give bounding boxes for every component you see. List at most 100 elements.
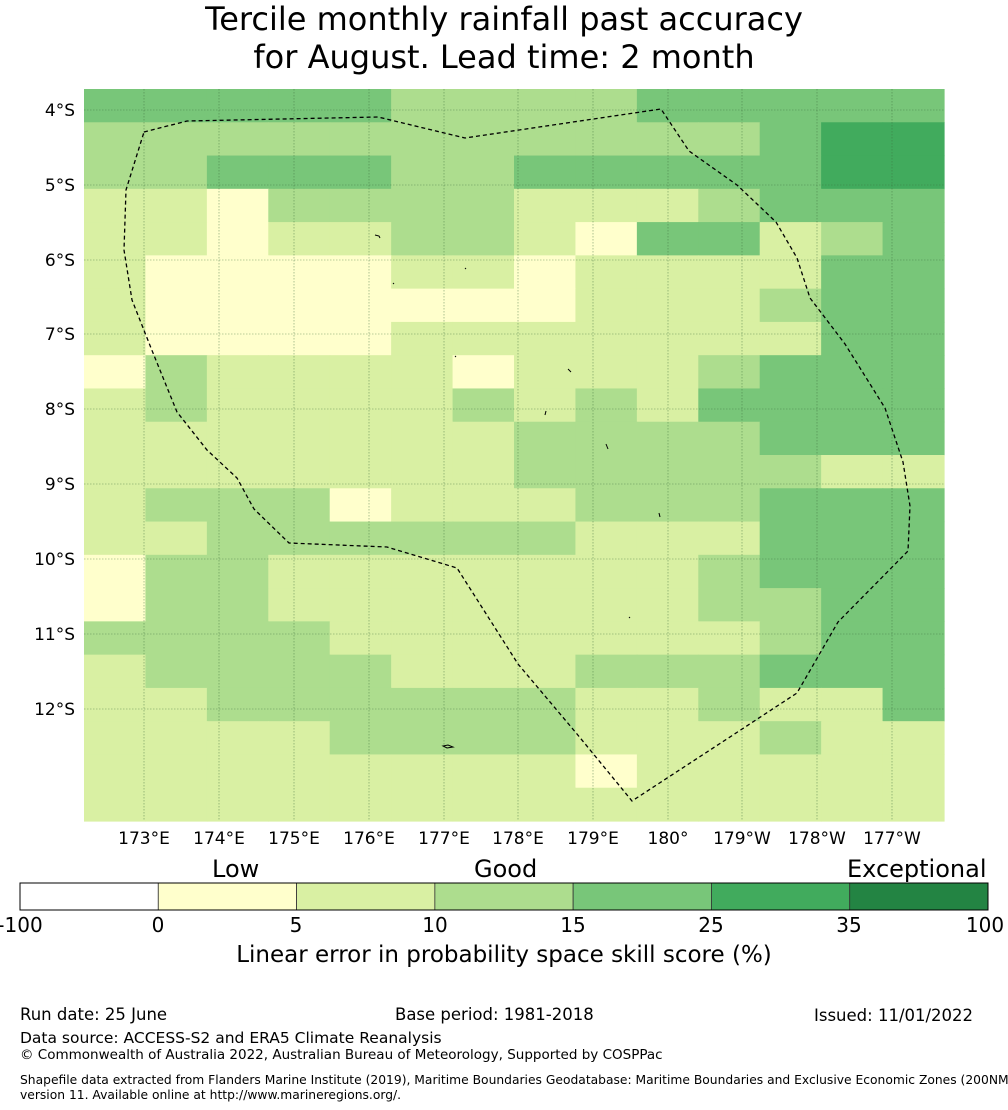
grid-cell	[145, 255, 208, 290]
grid-cell	[206, 521, 269, 556]
colorbar-swatch	[19, 882, 159, 911]
grid-cell	[514, 588, 577, 622]
latitude-label: 4°S	[45, 101, 75, 121]
grid-cell	[452, 255, 515, 290]
grid-cell	[84, 122, 147, 157]
longitude-label: 178°W	[788, 829, 846, 849]
grid-cell	[84, 654, 147, 689]
grid-cell	[882, 122, 945, 157]
grid-cell	[882, 721, 945, 756]
grid-cell	[575, 355, 638, 390]
colorbar-tick: 5	[289, 913, 303, 937]
grid-cell	[145, 521, 208, 556]
grid-cell	[145, 321, 208, 356]
grid-cell	[206, 621, 269, 656]
grid-cell	[575, 288, 638, 323]
grid-cell	[329, 588, 392, 622]
grid-cell	[391, 787, 454, 822]
grid-cell	[452, 188, 515, 223]
grid-cell	[268, 455, 331, 489]
grid-cell	[145, 89, 208, 123]
colorbar-tick: 15	[560, 913, 586, 937]
grid-cell	[84, 621, 147, 656]
graticule	[84, 89, 944, 821]
grid-cell	[145, 355, 208, 390]
grid-cell	[206, 255, 269, 290]
grid-cell	[821, 421, 884, 456]
grid-cell	[268, 787, 331, 822]
grid-cell	[268, 687, 331, 722]
grid-cell	[145, 754, 208, 789]
grid-cell	[145, 222, 208, 256]
island	[464, 267, 467, 270]
grid-cell	[759, 654, 822, 689]
grid-cell	[329, 721, 392, 756]
grid-cell	[84, 155, 147, 190]
longitude-label: 175°E	[268, 829, 320, 849]
longitude-labels: 173°E 174°E 175°E 176°E 177°E 178°E 179°E 180° 1…	[118, 829, 921, 849]
grid-cell	[821, 122, 884, 157]
grid-cell	[452, 321, 515, 356]
grid-cell	[452, 754, 515, 789]
base-period: Base period: 1981-2018	[395, 1005, 594, 1024]
grid-cell	[452, 787, 515, 822]
colorbar-tick: 25	[698, 913, 724, 937]
latitude-label: 5°S	[45, 176, 75, 196]
grid-cell	[84, 521, 147, 556]
grid-cell	[698, 288, 761, 323]
grid-cell	[268, 288, 331, 323]
grid-cell	[452, 721, 515, 756]
island	[658, 512, 661, 518]
grid-cell	[698, 421, 761, 456]
colorbar-tick: -100	[0, 913, 43, 937]
grid-cell	[145, 787, 208, 822]
grid-cell	[391, 687, 454, 722]
grid-cell	[84, 754, 147, 789]
grid-cell	[268, 155, 331, 190]
grid-cell	[84, 687, 147, 722]
grid-cell	[391, 222, 454, 256]
grid-cell	[575, 89, 638, 123]
grid-cell	[698, 321, 761, 356]
longitude-label: 173°E	[118, 829, 170, 849]
grid-cell	[575, 787, 638, 822]
grid-cell	[268, 188, 331, 223]
grid-cell	[575, 188, 638, 223]
latitude-label: 7°S	[45, 325, 75, 345]
run-date: Run date: 25 June	[20, 1005, 168, 1024]
grid-cell	[145, 288, 208, 323]
grid-cell	[636, 89, 699, 123]
grid-cell	[882, 554, 945, 589]
grid-cell	[206, 288, 269, 323]
grid-cell	[882, 222, 945, 256]
grid-cell	[452, 455, 515, 489]
grid-cell	[206, 388, 269, 423]
grid-cell	[268, 255, 331, 290]
grid-cell	[206, 89, 269, 123]
grid-cell	[452, 588, 515, 622]
grid-cell	[698, 687, 761, 722]
longitude-label: 177°W	[863, 829, 921, 849]
grid-cell	[145, 155, 208, 190]
grid-cell	[84, 787, 147, 822]
grid-cell	[821, 787, 884, 822]
grid-cell	[391, 721, 454, 756]
grid-cell	[759, 388, 822, 423]
grid-cell	[514, 188, 577, 223]
colorbar-swatch	[711, 882, 851, 911]
grid-cell	[145, 122, 208, 157]
longitude-label: 177°E	[418, 829, 470, 849]
grid-cell	[821, 654, 884, 689]
grid-cell	[882, 521, 945, 556]
grid-cell	[636, 188, 699, 223]
grid-cell	[759, 89, 822, 123]
grid-cell	[575, 588, 638, 622]
grid-cell	[575, 488, 638, 523]
grid-cell	[84, 288, 147, 323]
grid-cell	[882, 388, 945, 423]
grid-cell	[206, 554, 269, 589]
grid-cell	[698, 488, 761, 523]
grid-cell	[206, 421, 269, 456]
grid-cell	[84, 355, 147, 390]
grid-cell	[698, 521, 761, 556]
